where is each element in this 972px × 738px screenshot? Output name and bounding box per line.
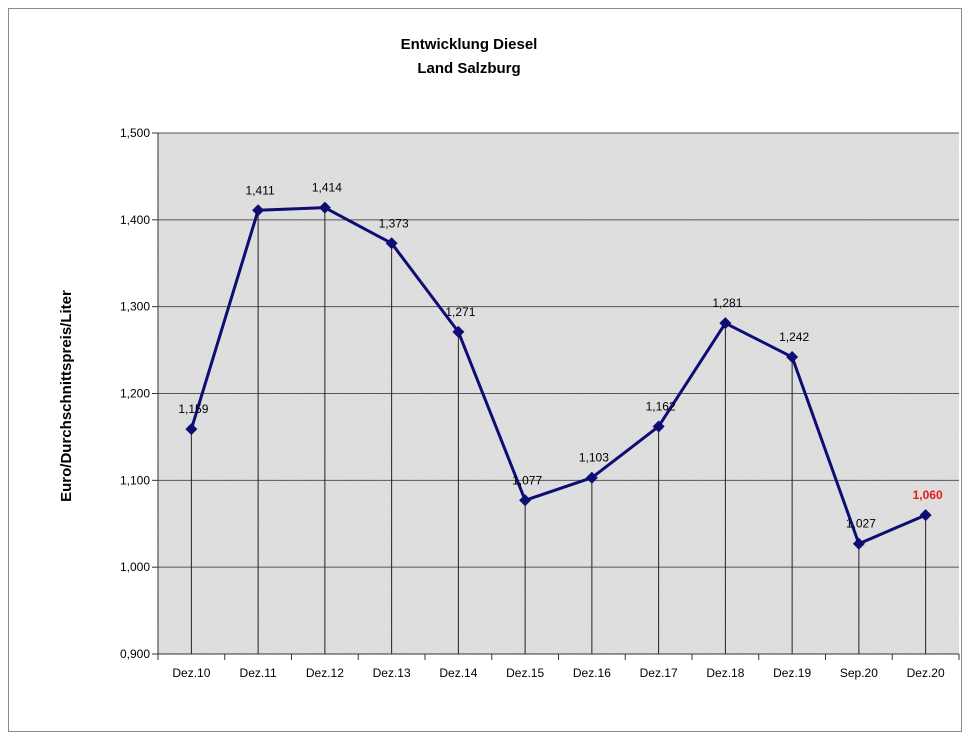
x-tick-label: Dez.10 xyxy=(172,666,210,680)
grid-lines xyxy=(158,132,959,568)
data-label: 1,281 xyxy=(712,296,742,310)
data-marker xyxy=(252,204,265,217)
series-line xyxy=(189,206,927,546)
y-tick-labels: 0,900 1,000 1,100 1,200 1,300 1,400 1,500 xyxy=(120,126,158,661)
x-tick-label: Dez.16 xyxy=(573,666,611,680)
data-marker xyxy=(452,325,465,338)
data-label: 1,242 xyxy=(779,330,809,344)
data-markers xyxy=(185,201,932,550)
y-tick-label: 1,100 xyxy=(120,473,150,487)
data-label: 1,060 xyxy=(913,488,943,502)
line-chart: Entwicklung Diesel Land Salzburg Euro/Du… xyxy=(58,36,960,680)
x-tick-label: Dez.20 xyxy=(907,666,945,680)
chart-title: Entwicklung Diesel xyxy=(401,36,538,53)
data-label: 1,162 xyxy=(646,399,676,413)
x-tick-label: Dez.18 xyxy=(706,666,744,680)
y-tick-label: 1,200 xyxy=(120,387,150,401)
data-marker xyxy=(719,317,732,330)
y-tick-label: 1,300 xyxy=(120,300,150,314)
y-tick-label: 1,000 xyxy=(120,560,150,574)
y-tick-label: 1,500 xyxy=(120,126,150,140)
data-marker xyxy=(185,423,198,436)
data-marker xyxy=(852,537,865,550)
x-tick-labels: Dez.10 Dez.11 Dez.12 Dez.13 Dez.14 Dez.15 Dez.… xyxy=(157,654,960,680)
x-tick-label: Dez.17 xyxy=(640,666,678,680)
chart-subtitle: Land Salzburg xyxy=(417,60,520,77)
x-tick-label: Dez.12 xyxy=(306,666,344,680)
data-marker xyxy=(786,351,799,364)
data-marker xyxy=(519,494,532,507)
data-labels: 1,159 1,411 1,414 1,373 1,271 1,077 1,103 1,162… xyxy=(178,181,943,531)
y-axis-label: Euro/Durchschnittspreis/Liter xyxy=(58,290,75,502)
x-tick-label: Dez.13 xyxy=(373,666,411,680)
x-tick-label: Dez.15 xyxy=(506,666,544,680)
y-tick-label: 0,900 xyxy=(120,647,150,661)
data-marker xyxy=(585,471,598,484)
x-tick-label: Sep.20 xyxy=(840,666,878,680)
x-tick-label: Dez.14 xyxy=(439,666,477,680)
data-label: 1,373 xyxy=(379,216,409,230)
drop-lines xyxy=(190,207,927,654)
data-marker xyxy=(318,201,331,214)
x-tick-label: Dez.19 xyxy=(773,666,811,680)
data-label: 1,411 xyxy=(246,183,275,197)
data-label: 1,159 xyxy=(178,402,208,416)
data-label: 1,414 xyxy=(312,181,342,195)
data-marker xyxy=(385,237,398,250)
chart-frame: Entwicklung Diesel Land Salzburg Euro/Du… xyxy=(8,8,962,732)
data-label: 1,077 xyxy=(512,473,542,487)
data-label: 1,271 xyxy=(445,305,475,319)
y-tick-label: 1,400 xyxy=(120,213,150,227)
data-label: 1,103 xyxy=(579,451,609,465)
x-tick-label: Dez.11 xyxy=(240,666,277,680)
data-marker xyxy=(652,420,665,433)
data-label: 1,027 xyxy=(846,517,876,531)
